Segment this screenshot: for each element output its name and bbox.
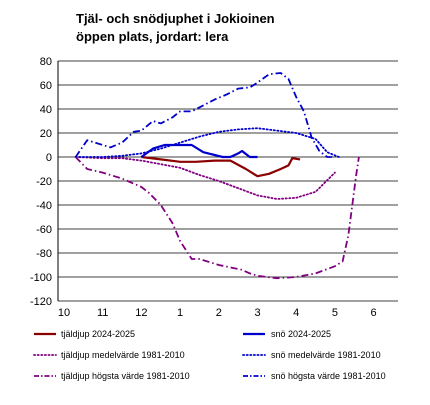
x-tick-label: 6 [371, 307, 377, 319]
series-line-6 [74, 72, 335, 158]
series-line-1 [141, 155, 301, 178]
legend-label-4: snö medelvärde 1981-2010 [271, 350, 381, 360]
series-line-3 [74, 156, 336, 200]
gridlines [58, 60, 398, 302]
legend-label-2: snö 2024-2025 [271, 329, 331, 339]
x-tick-label: 2 [216, 307, 222, 319]
y-tick-label: -80 [36, 248, 52, 260]
y-tick-label: -100 [30, 272, 52, 284]
y-tick-label: 60 [40, 80, 52, 92]
y-tick-label: 20 [40, 128, 52, 140]
y-tick-label: 0 [46, 152, 52, 164]
x-tick-label: 3 [254, 307, 260, 319]
y-tick-label: 80 [40, 56, 52, 68]
legend: tjäldjup 2024-2025 snö 2024-2025 tjäldjup … [33, 329, 386, 381]
y-tick-label: 40 [40, 104, 52, 116]
x-tick-label: 4 [293, 307, 299, 319]
legend-label-1: tjäldjup 2024-2025 [61, 329, 135, 339]
chart-title-line-2: öppen plats, jordart: lera [76, 29, 229, 44]
y-tick-label: -20 [36, 176, 52, 188]
x-tick-label: 10 [58, 307, 70, 319]
y-tick-label: -60 [36, 224, 52, 236]
series-line-2 [140, 143, 258, 159]
series-layer [74, 72, 360, 280]
chart-title-line-1: Tjäl- och snödjuphet i Jokioinen [76, 11, 275, 26]
x-tick-label: 12 [135, 307, 147, 319]
y-tick-label: -120 [30, 296, 52, 308]
legend-label-3: tjäldjup medelvärde 1981-2010 [61, 350, 185, 360]
x-tick-label: 5 [332, 307, 338, 319]
x-tick-label: 1 [177, 307, 183, 319]
x-tick-label: 11 [97, 307, 108, 319]
legend-label-5: tjäldjup högsta värde 1981-2010 [61, 371, 190, 381]
series-line-4 [74, 127, 340, 158]
y-tick-label: -40 [36, 200, 52, 212]
legend-label-6: snö högsta värde 1981-2010 [271, 371, 386, 381]
series-line-5 [74, 156, 360, 280]
